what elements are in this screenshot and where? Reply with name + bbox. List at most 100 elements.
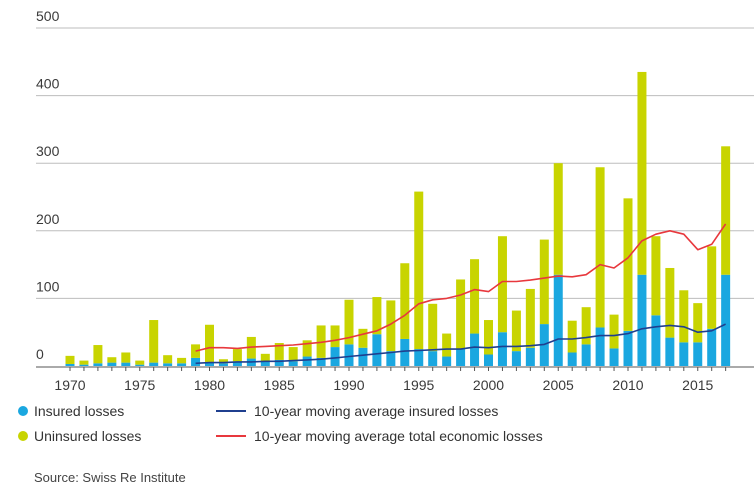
bar-insured-1986 [288,361,298,366]
avg-insured-swatch [216,410,246,412]
bar-uninsured-1980 [205,324,214,362]
bar-uninsured-1997 [442,333,452,357]
bar-uninsured-1973 [107,357,117,363]
x-tick-label: 2015 [682,377,713,393]
bar-insured-2000 [484,354,493,366]
bar-uninsured-2017 [721,146,731,275]
bar-uninsured-2002 [511,310,521,352]
bar-insured-1974 [121,362,131,366]
bar-insured-2006 [567,352,577,366]
bar-insured-1987 [302,356,312,366]
bar-uninsured-2001 [497,236,507,333]
bar-uninsured-2016 [707,246,717,329]
bar-insured-1997 [442,356,452,366]
bar-uninsured-2009 [609,314,619,349]
bar-uninsured-1972 [93,345,103,364]
bar-insured-2008 [595,327,605,366]
y-tick-label: 200 [36,211,60,227]
gridlines [36,27,754,299]
bar-insured-1973 [107,362,117,366]
bar-insured-2011 [637,274,647,366]
bar-insured-1994 [400,338,410,366]
bar-uninsured-1976 [149,320,159,363]
bar-insured-1996 [428,351,438,366]
x-tick-label: 1970 [54,377,85,393]
bar-insured-1977 [163,363,173,366]
bar-insured-1978 [177,363,187,366]
bar-uninsured-1982 [232,349,242,362]
bar-insured-1999 [470,333,480,366]
bar-insured-2015 [693,342,703,366]
bar-uninsured-2013 [665,267,675,338]
legend-avg-insured-label: 10-year moving average insured losses [254,403,499,419]
bar-insured-2002 [511,351,521,366]
bar-insured-1976 [149,362,159,366]
bar-insured-1985 [274,359,284,366]
legend-insured-label: Insured losses [34,403,125,419]
bar-insured-1981 [218,363,228,366]
bar-insured-1972 [93,363,103,366]
bar-insured-2010 [623,330,633,366]
source-note: Source: Swiss Re Institute [34,470,186,485]
bar-insured-1975 [135,364,145,366]
y-tick-labels: 0 100 200 300 400 500 [36,8,60,362]
bar-uninsured-1977 [163,355,173,364]
x-axis: 1970 1975 1980 1985 1990 1995 2000 2005 2010 2015 [36,366,754,393]
bar-uninsured-1984 [260,353,270,362]
bar-uninsured-1970 [65,355,75,364]
bar-uninsured-2000 [484,320,493,355]
bar-uninsured-1975 [135,360,145,365]
bar-uninsured-2006 [567,320,577,353]
bar-uninsured-1996 [428,303,438,352]
legend-avg-insured: 10-year moving average insured losses [216,403,498,419]
bar-uninsured-2004 [539,239,549,325]
bar-uninsured-1987 [302,340,312,357]
bar-insured-1993 [386,351,396,366]
bar-insured-1979 [191,357,201,366]
bar-uninsured-1986 [288,347,298,362]
bar-uninsured-2007 [581,307,591,345]
bar-uninsured-2011 [637,71,647,275]
bar-insured-2005 [553,274,563,366]
bar-insured-1998 [456,349,466,366]
bar-uninsured-1979 [191,344,201,358]
bar-uninsured-1981 [218,359,228,364]
x-tick-label: 2005 [543,377,574,393]
bar-insured-2007 [581,344,591,366]
bar-insured-2016 [707,328,717,366]
bar-uninsured-1971 [79,360,89,365]
bar-insured-2009 [609,348,619,366]
bar-insured-1971 [79,364,89,366]
bar-uninsured-2010 [623,198,633,331]
bar-insured-1988 [316,357,326,366]
legend-uninsured-label: Uninsured losses [34,428,142,444]
bar-insured-1991 [358,347,368,366]
x-tick-label: 1990 [333,377,364,393]
bars [65,71,731,366]
uninsured-swatch [18,431,28,441]
insured-swatch [18,406,28,416]
bar-insured-1995 [414,349,424,366]
bar-insured-2017 [721,274,731,366]
bar-insured-1980 [205,361,214,366]
bar-uninsured-1991 [358,328,368,348]
x-tick-label: 1975 [124,377,155,393]
bar-insured-2001 [497,332,507,366]
bar-uninsured-1995 [414,191,424,350]
bar-insured-2013 [665,337,675,366]
bar-uninsured-2015 [693,303,703,343]
avg-total-swatch [216,435,246,437]
bar-uninsured-1978 [177,357,187,364]
bar-uninsured-1999 [470,259,480,334]
bar-insured-2003 [525,347,535,366]
legend-uninsured: Uninsured losses [18,428,141,444]
y-tick-label: 300 [36,143,60,159]
legend-avg-total: 10-year moving average total economic lo… [216,428,543,444]
y-tick-label: 100 [36,278,60,294]
x-tick-label: 2000 [473,377,504,393]
line-avg-insured [195,323,726,365]
line-avg-total [195,223,727,352]
bar-uninsured-2012 [651,236,661,316]
moving-average-lines [195,223,727,365]
bar-insured-1982 [232,361,242,366]
